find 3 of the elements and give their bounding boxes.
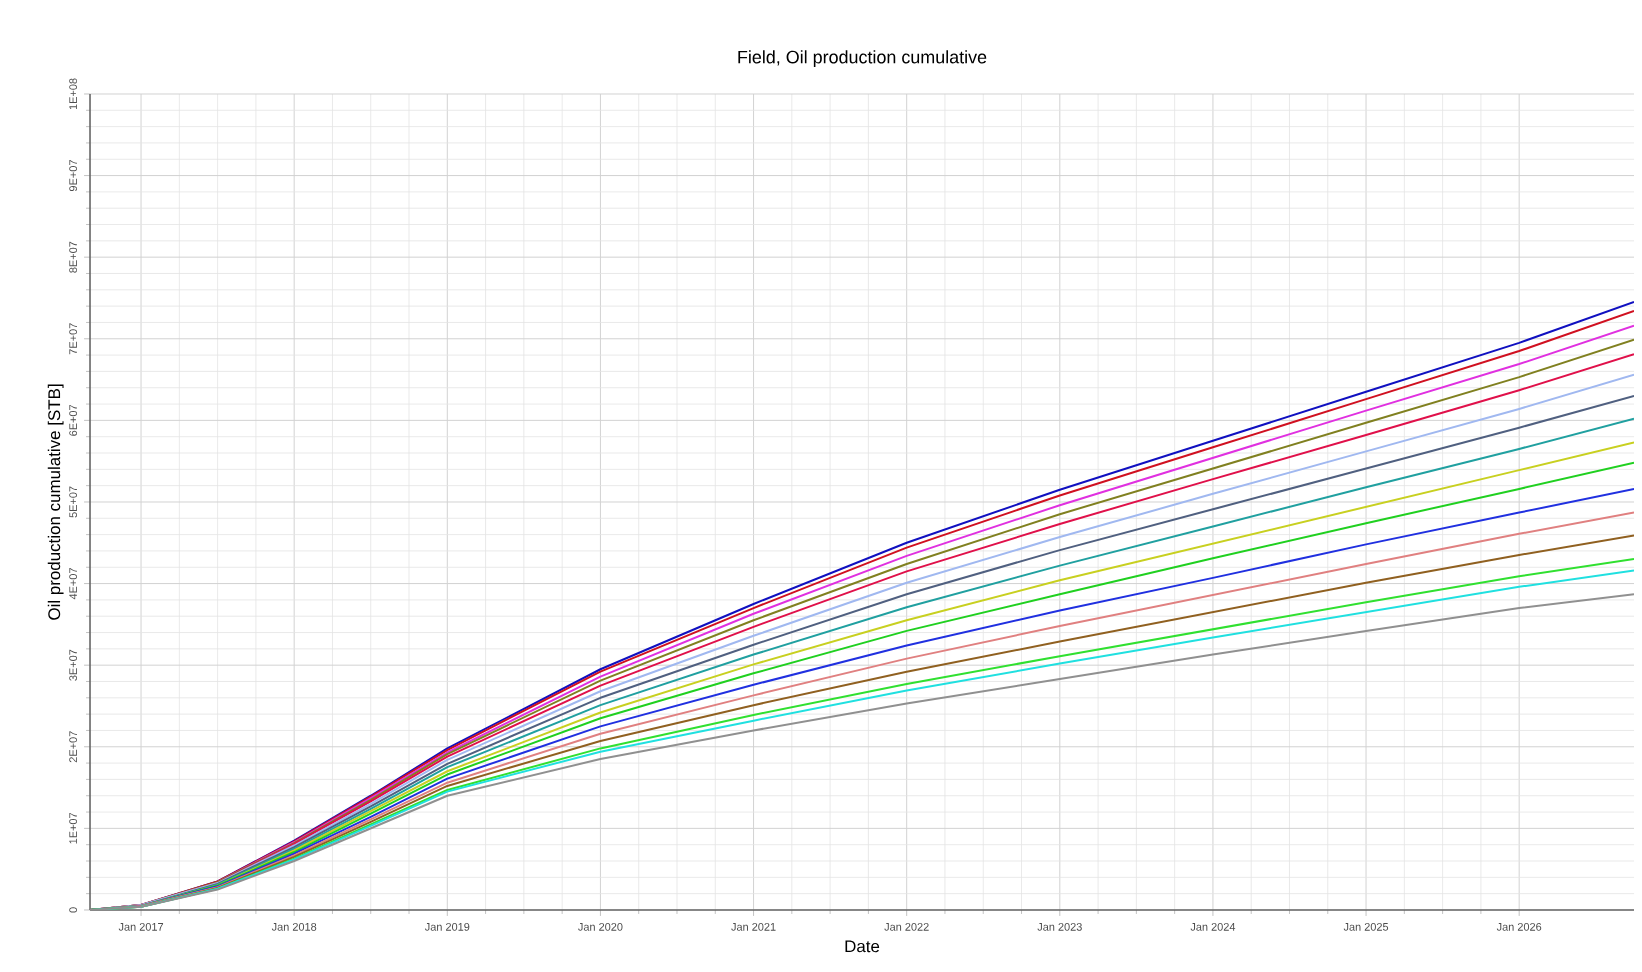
chart-title: Field, Oil production cumulative <box>738 50 987 67</box>
x-axis-title: Date <box>845 940 880 953</box>
y-axis-title: Oil production cumulative [STB] <box>47 384 64 620</box>
